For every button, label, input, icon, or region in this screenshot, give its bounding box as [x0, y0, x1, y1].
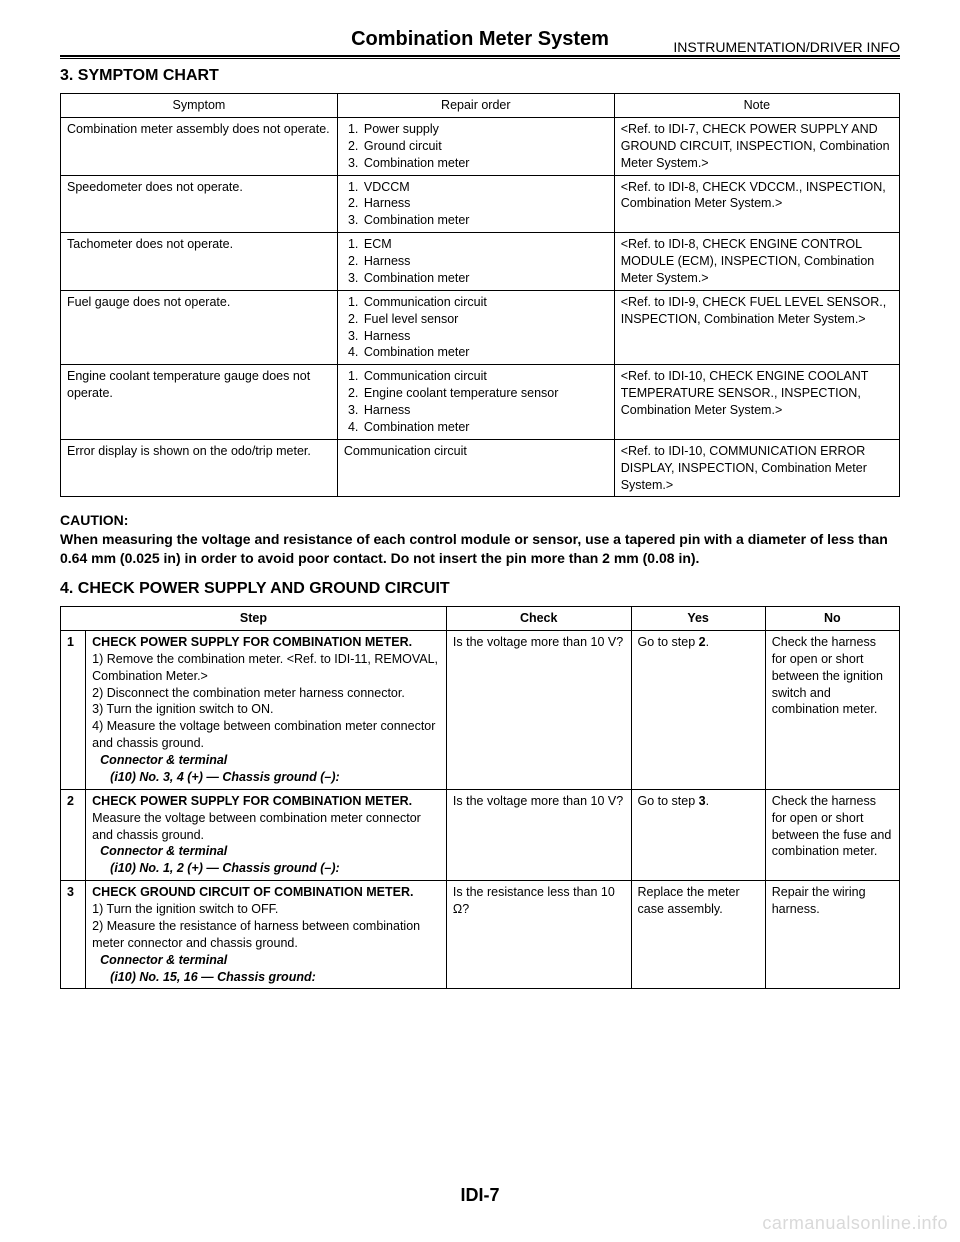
check-cell: Is the voltage more than 10 V? — [446, 630, 631, 789]
table-header-row: Step Check Yes No — [61, 607, 900, 631]
step-title: CHECK POWER SUPPLY FOR COMBINATION METER… — [92, 634, 440, 651]
check-cell: Is the resistance less than 10 Ω? — [446, 881, 631, 989]
table-row: 3 CHECK GROUND CIRCUIT OF COMBINATION MET… — [61, 881, 900, 989]
repair-item: Fuel level sensor — [362, 311, 608, 328]
repair-item: Ground circuit — [362, 138, 608, 155]
table-row: Speedometer does not operate.VDCCMHarnes… — [61, 175, 900, 233]
symptom-cell: Speedometer does not operate. — [61, 175, 338, 233]
table-row: Fuel gauge does not operate.Communicatio… — [61, 290, 900, 365]
repair-cell: Communication circuitEngine coolant temp… — [337, 365, 614, 440]
connector-terminal: (i10) No. 15, 16 — Chassis ground: — [92, 969, 440, 986]
connector-terminal: (i10) No. 1, 2 (+) — Chassis ground (–): — [92, 860, 440, 877]
watermark: carmanualsonline.info — [762, 1213, 948, 1234]
repair-item: Combination meter — [362, 344, 608, 361]
repair-cell: Power supplyGround circuitCombination me… — [337, 117, 614, 175]
divider-thin — [60, 58, 900, 59]
section-3-heading: 3. SYMPTOM CHART — [60, 67, 900, 85]
divider-thick — [60, 55, 900, 57]
col-repair: Repair order — [337, 94, 614, 118]
step-cell: CHECK POWER SUPPLY FOR COMBINATION METER… — [86, 630, 447, 789]
connector-terminal: (i10) No. 3, 4 (+) — Chassis ground (–): — [92, 769, 440, 786]
connector-label: Connector & terminal — [92, 952, 440, 969]
step-line: 4) Measure the voltage between combinati… — [92, 718, 440, 752]
note-cell: <Ref. to IDI-8, CHECK VDCCM., INSPECTION… — [614, 175, 899, 233]
step-line: Measure the voltage between combination … — [92, 810, 440, 844]
col-yes: Yes — [631, 607, 765, 631]
step-line: 1) Remove the combination meter. <Ref. t… — [92, 651, 440, 685]
step-line: 3) Turn the ignition switch to ON. — [92, 701, 440, 718]
repair-cell: VDCCMHarnessCombination meter — [337, 175, 614, 233]
no-cell: Check the harness for open or short betw… — [765, 630, 899, 789]
symptom-cell: Combination meter assembly does not oper… — [61, 117, 338, 175]
symptom-cell: Fuel gauge does not operate. — [61, 290, 338, 365]
table-row: Combination meter assembly does not oper… — [61, 117, 900, 175]
table-row: 2 CHECK POWER SUPPLY FOR COMBINATION METE… — [61, 789, 900, 880]
repair-cell: Communication circuit — [337, 439, 614, 497]
symptom-chart-table: Symptom Repair order Note Combination me… — [60, 93, 900, 497]
repair-item: Engine coolant temperature sensor — [362, 385, 608, 402]
symptom-cell: Error display is shown on the odo/trip m… — [61, 439, 338, 497]
step-line: 2) Disconnect the combination meter harn… — [92, 685, 440, 702]
table-header-row: Symptom Repair order Note — [61, 94, 900, 118]
check-cell: Is the voltage more than 10 V? — [446, 789, 631, 880]
yes-cell: Go to step 2. — [631, 630, 765, 789]
repair-cell: Communication circuitFuel level sensorHa… — [337, 290, 614, 365]
note-cell: <Ref. to IDI-7, CHECK POWER SUPPLY AND G… — [614, 117, 899, 175]
col-no: No — [765, 607, 899, 631]
connector-label: Connector & terminal — [92, 752, 440, 769]
step-cell: CHECK GROUND CIRCUIT OF COMBINATION METE… — [86, 881, 447, 989]
table-row: Error display is shown on the odo/trip m… — [61, 439, 900, 497]
symptom-cell: Tachometer does not operate. — [61, 233, 338, 291]
check-table: Step Check Yes No 1 CHECK POWER SUPPLY FO… — [60, 606, 900, 989]
section-4-heading: 4. CHECK POWER SUPPLY AND GROUND CIRCUIT — [60, 580, 900, 598]
repair-item: Harness — [362, 253, 608, 270]
yes-cell: Replace the meter case assembly. — [631, 881, 765, 989]
step-number: 1 — [61, 630, 86, 789]
page-number: IDI-7 — [0, 1185, 960, 1206]
col-check: Check — [446, 607, 631, 631]
repair-item: Communication circuit — [362, 294, 608, 311]
repair-item: ECM — [362, 236, 608, 253]
goto-step: Go to step 2. — [638, 635, 710, 649]
step-title: CHECK GROUND CIRCUIT OF COMBINATION METE… — [92, 884, 440, 901]
col-note: Note — [614, 94, 899, 118]
caution-block: CAUTION: When measuring the voltage and … — [60, 511, 900, 568]
col-step: Step — [61, 607, 447, 631]
step-number: 3 — [61, 881, 86, 989]
repair-item: Combination meter — [362, 212, 608, 229]
repair-item: VDCCM — [362, 179, 608, 196]
no-cell: Check the harness for open or short betw… — [765, 789, 899, 880]
caution-label: CAUTION: — [60, 512, 128, 528]
step-number: 2 — [61, 789, 86, 880]
col-symptom: Symptom — [61, 94, 338, 118]
step-line: 2) Measure the resistance of harness bet… — [92, 918, 440, 952]
repair-item: Combination meter — [362, 270, 608, 287]
note-cell: <Ref. to IDI-9, CHECK FUEL LEVEL SENSOR.… — [614, 290, 899, 365]
note-cell: <Ref. to IDI-10, CHECK ENGINE COOLANT TE… — [614, 365, 899, 440]
repair-item: Communication circuit — [362, 368, 608, 385]
goto-step: Go to step 3. — [638, 794, 710, 808]
step-title: CHECK POWER SUPPLY FOR COMBINATION METER… — [92, 793, 440, 810]
step-cell: CHECK POWER SUPPLY FOR COMBINATION METER… — [86, 789, 447, 880]
repair-item: Power supply — [362, 121, 608, 138]
connector-label: Connector & terminal — [92, 843, 440, 860]
repair-item: Harness — [362, 402, 608, 419]
note-cell: <Ref. to IDI-8, CHECK ENGINE CONTROL MOD… — [614, 233, 899, 291]
repair-item: Harness — [362, 195, 608, 212]
caution-body: When measuring the voltage and resistanc… — [60, 531, 888, 566]
yes-cell: Go to step 3. — [631, 789, 765, 880]
table-row: Tachometer does not operate.ECMHarnessCo… — [61, 233, 900, 291]
repair-item: Combination meter — [362, 155, 608, 172]
step-line: 1) Turn the ignition switch to OFF. — [92, 901, 440, 918]
table-row: Engine coolant temperature gauge does no… — [61, 365, 900, 440]
repair-item: Harness — [362, 328, 608, 345]
symptom-cell: Engine coolant temperature gauge does no… — [61, 365, 338, 440]
repair-item: Combination meter — [362, 419, 608, 436]
repair-cell: ECMHarnessCombination meter — [337, 233, 614, 291]
table-row: 1 CHECK POWER SUPPLY FOR COMBINATION METE… — [61, 630, 900, 789]
no-cell: Repair the wiring harness. — [765, 881, 899, 989]
note-cell: <Ref. to IDI-10, COMMUNICATION ERROR DIS… — [614, 439, 899, 497]
